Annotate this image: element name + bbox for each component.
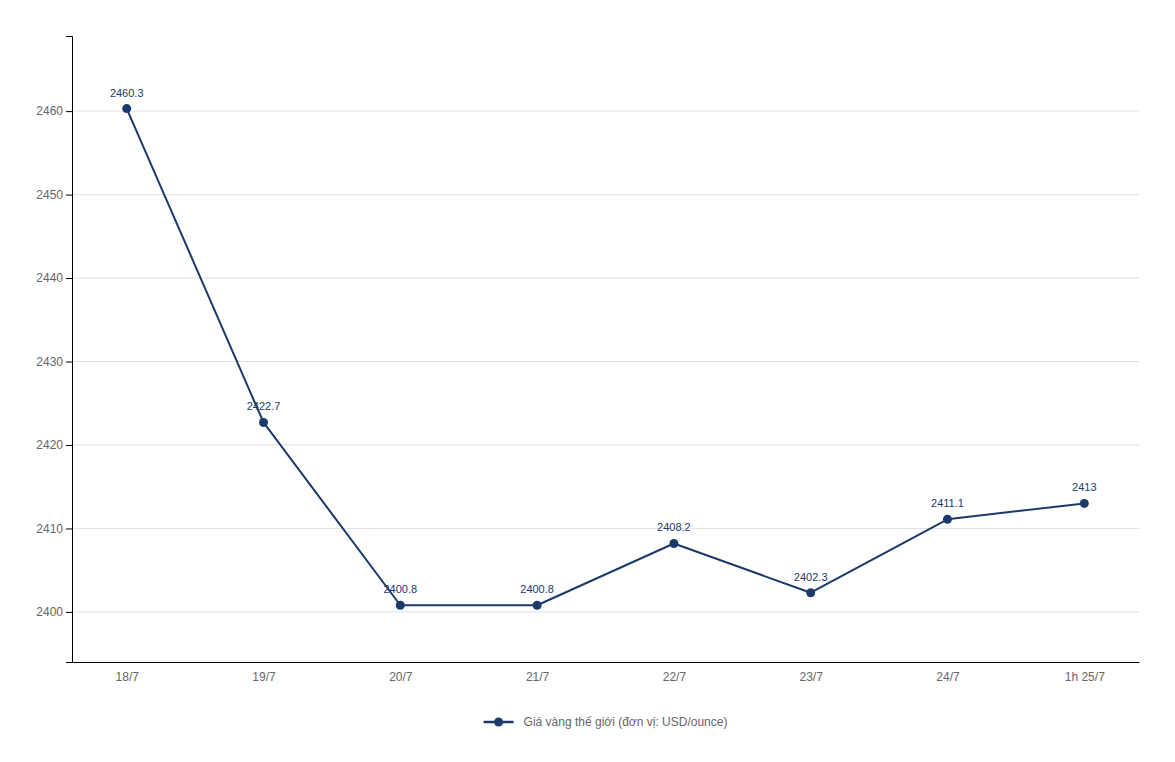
point xyxy=(533,601,542,610)
y-tick-label: 2400 xyxy=(36,605,63,619)
grid-line xyxy=(72,111,1139,112)
x-tick: 21/7 xyxy=(526,662,550,684)
point xyxy=(259,418,268,427)
data-label: 2413 xyxy=(1072,481,1096,493)
x-tick: 20/7 xyxy=(389,662,413,684)
x-tick-label: 24/7 xyxy=(936,670,960,684)
grid-line xyxy=(72,194,1139,195)
y-tick: 2410 xyxy=(36,522,72,536)
data-label: 2400.8 xyxy=(520,583,554,595)
x-tick: 24/7 xyxy=(936,662,960,684)
data-labels: 2460.3 2422.7 2400.8 2400.8 2408.2 2402.3 2411… xyxy=(110,87,1097,596)
point xyxy=(396,601,405,610)
x-axis: 18/7 19/7 20/7 21/7 22/7 23/7 24/7 1h 25/7 xyxy=(73,662,1140,684)
data-label: 2411.1 xyxy=(931,497,964,509)
grid-line xyxy=(72,528,1139,529)
legend: Giá vàng thế giới (đơn vị: USD/ounce) xyxy=(484,715,728,729)
point xyxy=(122,104,131,113)
x-tick: 18/7 xyxy=(116,662,140,684)
legend-marker xyxy=(494,718,503,727)
y-tick: 2450 xyxy=(36,188,72,202)
plot: 2400 2410 2420 2430 2440 2450 2460 18/7 19/7 20/7… xyxy=(36,37,1139,684)
y-tick-mark xyxy=(66,445,72,446)
y-tick-label: 2460 xyxy=(36,104,63,118)
x-tick: 1h 25/7 xyxy=(1065,662,1105,684)
grid-line xyxy=(72,361,1139,362)
y-tick-label: 2440 xyxy=(36,271,63,285)
y-tick: 2430 xyxy=(36,355,72,369)
grid-line xyxy=(72,611,1139,612)
y-tick-label: 2420 xyxy=(36,438,63,452)
y-tick: 2420 xyxy=(36,438,72,452)
y-tick-label: 2430 xyxy=(36,355,63,369)
y-tick-mark xyxy=(66,612,72,613)
x-tick: 22/7 xyxy=(663,662,687,684)
y-tick: 2400 xyxy=(36,605,72,619)
y-axis: 2400 2410 2420 2430 2440 2450 2460 xyxy=(36,37,72,663)
chart: 2400 2410 2420 2430 2440 2450 2460 18/7 19/7 20/7… xyxy=(0,0,1175,762)
point xyxy=(806,588,815,597)
x-tick-label: 21/7 xyxy=(526,670,550,684)
data-label: 2400.8 xyxy=(383,583,417,595)
x-tick-label: 19/7 xyxy=(252,670,276,684)
y-tick-mark xyxy=(66,528,72,529)
legend-item: Giá vàng thế giới (đơn vị: USD/ounce) xyxy=(484,715,728,729)
y-tick-label: 2410 xyxy=(36,522,63,536)
x-tick-label: 23/7 xyxy=(800,670,824,684)
x-axis-line xyxy=(73,662,1140,663)
y-axis-line xyxy=(66,37,73,663)
series-line xyxy=(127,109,1085,606)
x-tick-label: 20/7 xyxy=(389,670,413,684)
y-tick-mark xyxy=(66,195,72,196)
data-label: 2402.3 xyxy=(794,571,828,583)
point xyxy=(669,539,678,548)
x-tick: 19/7 xyxy=(252,662,276,684)
x-tick-label: 18/7 xyxy=(116,670,140,684)
grid-line xyxy=(72,444,1139,445)
point xyxy=(1080,499,1089,508)
y-tick-mark xyxy=(66,362,72,363)
x-tick-label: 1h 25/7 xyxy=(1065,670,1105,684)
y-tick-mark xyxy=(66,111,72,112)
x-tick-label: 22/7 xyxy=(663,670,687,684)
point xyxy=(943,515,952,524)
y-tick: 2440 xyxy=(36,271,72,285)
marks xyxy=(122,104,1089,610)
grid-line xyxy=(72,278,1139,279)
y-tick-mark xyxy=(66,278,72,279)
x-tick: 23/7 xyxy=(800,662,824,684)
data-label: 2422.7 xyxy=(247,400,281,412)
data-label: 2408.2 xyxy=(657,521,691,533)
data-label: 2460.3 xyxy=(110,87,144,99)
grid xyxy=(72,111,1139,612)
legend-label: Giá vàng thế giới (đơn vị: USD/ounce) xyxy=(524,715,728,729)
y-tick: 2460 xyxy=(36,104,72,118)
y-tick-label: 2450 xyxy=(36,188,63,202)
